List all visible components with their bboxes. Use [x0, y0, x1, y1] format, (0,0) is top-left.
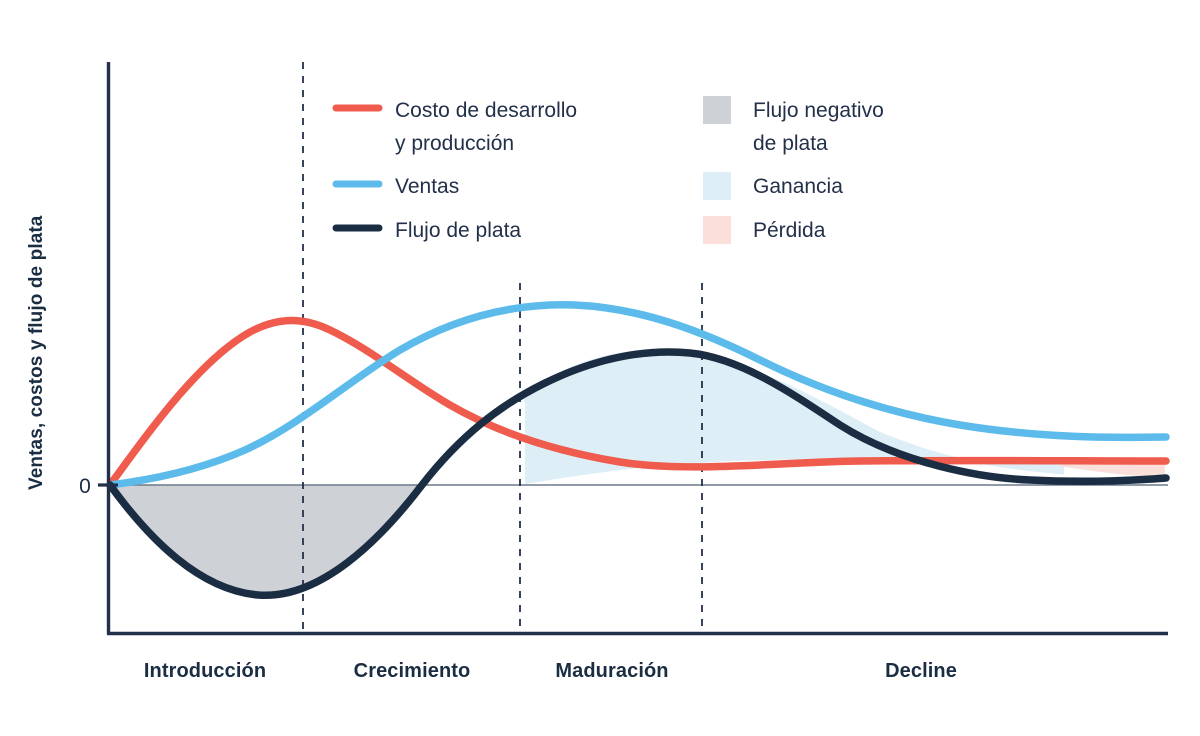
- negative-cashflow-fill: [110, 485, 422, 596]
- legend-area-entries: Flujo negativo de plata Ganancia Pérdida: [703, 96, 884, 244]
- legend-swatch-flujo-negativo-icon: [703, 96, 731, 124]
- stage-label-introduccion: Introducción: [144, 660, 266, 682]
- region-ganancia: [524, 349, 1064, 484]
- legend-line-entries: Costo de desarrollo y producción Ventas …: [332, 99, 577, 242]
- profit-fill-band: [525, 349, 1064, 484]
- legend-label-costo-line1: Costo de desarrollo: [395, 99, 577, 122]
- legend-item-ventas[interactable]: Ventas: [332, 175, 459, 198]
- legend-label-costo-line2: y producción: [395, 132, 514, 155]
- legend-swatch-perdida-icon: [703, 216, 731, 244]
- legend-item-costo[interactable]: Costo de desarrollo y producción: [332, 99, 577, 155]
- legend-label-flujo-negativo-line1: Flujo negativo: [753, 99, 884, 122]
- legend-label-flujo-negativo-line2: de plata: [753, 132, 828, 155]
- region-flujo-negativo: [110, 485, 422, 596]
- legend-label-ventas: Ventas: [395, 175, 459, 198]
- loss-fill: [1060, 461, 1165, 478]
- line-flujo-de-plata: [106, 348, 1170, 599]
- legend-item-flujo[interactable]: Flujo de plata: [332, 219, 521, 242]
- legend-item-flujo-negativo[interactable]: Flujo negativo de plata: [703, 96, 884, 155]
- stage-label-crecimiento: Crecimiento: [354, 660, 471, 682]
- stage-label-decline: Decline: [885, 660, 957, 682]
- line-ventas: [106, 301, 1170, 489]
- legend-label-perdida: Pérdida: [753, 219, 826, 242]
- legend-label-flujo: Flujo de plata: [395, 219, 521, 242]
- y-axis-title: Ventas, costos y flujo de plata: [26, 215, 47, 490]
- y-axis-zero-label: 0: [79, 475, 91, 498]
- region-perdida: [1060, 461, 1165, 478]
- stage-label-maduracion: Maduración: [555, 660, 668, 682]
- legend-item-ganancia[interactable]: Ganancia: [703, 172, 843, 200]
- legend-swatch-ganancia-icon: [703, 172, 731, 200]
- legend-label-ganancia: Ganancia: [753, 175, 843, 198]
- legend-item-perdida[interactable]: Pérdida: [703, 216, 826, 244]
